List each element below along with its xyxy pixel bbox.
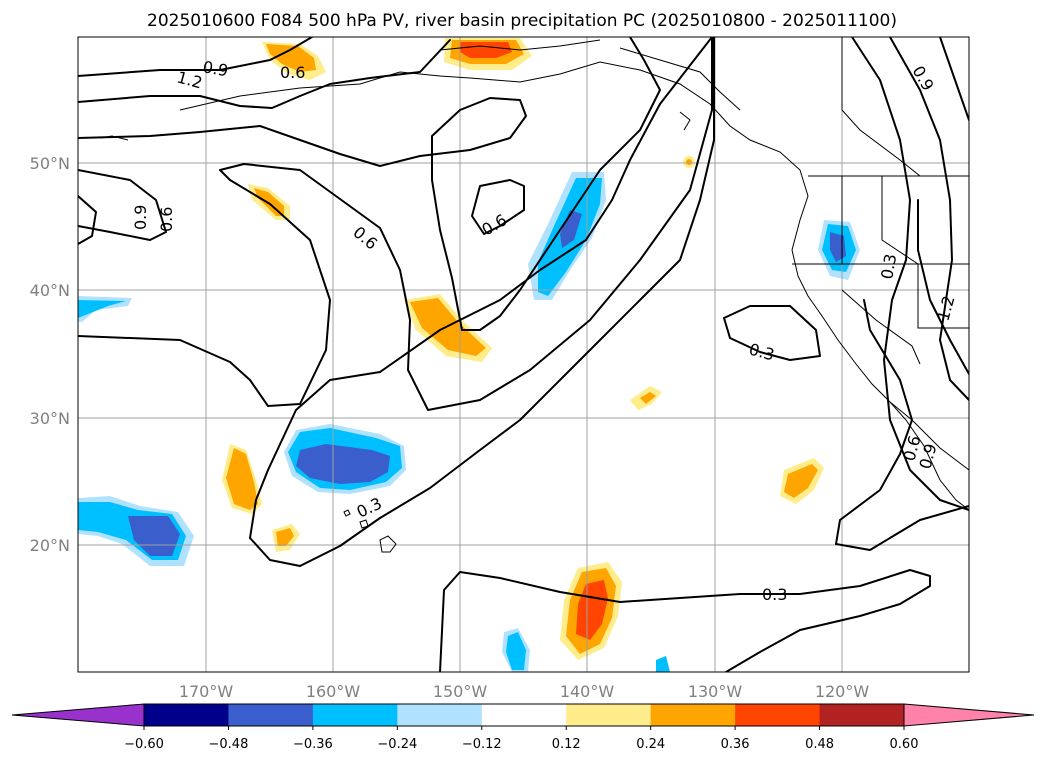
colorbar-segment [228, 704, 314, 726]
positive-anomaly [460, 42, 512, 58]
positive-anomaly [226, 448, 258, 510]
coastlines [99, 37, 969, 553]
negative-anomaly [506, 632, 526, 670]
map-frame [77, 36, 970, 673]
colorbar-segment [650, 704, 736, 726]
lon-tick-label: 160°W [306, 682, 361, 701]
negative-anomaly [78, 300, 126, 318]
colorbar-tick-label: −0.24 [377, 737, 417, 752]
positive-anomaly [784, 464, 818, 498]
contour-label: 0.3 [877, 252, 900, 280]
colorbar-segment [397, 704, 483, 726]
contour-label: 0.9 [131, 205, 150, 230]
negative-anomaly [560, 210, 582, 248]
colorbar: −0.60 −0.48 −0.36 −0.24 −0.12 0.12 0.24 0.36 0.4… [11, 703, 1035, 752]
colorbar-tick-label: −0.12 [462, 737, 502, 752]
lon-tick-label: 140°W [560, 682, 615, 701]
colorbar-extend-low [12, 704, 144, 726]
lon-tick-label: 130°W [688, 682, 743, 701]
colorbar-tick-label: 0.60 [890, 737, 919, 752]
negative-anomaly [296, 444, 390, 484]
lat-axis-labels: 20°N 30°N 40°N 50°N [30, 154, 70, 555]
colorbar-segment [312, 704, 398, 726]
lat-tick-label: 50°N [30, 154, 70, 173]
colorbar-segments [12, 704, 1034, 726]
map-panel: 0.9 0.6 1.2 0.9 0.6 0.9 0.6 0.6 0.3 0.3 … [77, 36, 970, 673]
contour-label: 0.6 [280, 63, 305, 82]
lon-axis-labels: 170°W 160°W 150°W 140°W 130°W 120°W [179, 682, 870, 701]
colorbar-tick-label: 0.48 [805, 737, 834, 752]
colorbar-segment [144, 704, 229, 726]
colorbar-tick-label: 0.24 [636, 737, 665, 752]
chart-title: 2025010600 F084 500 hPa PV, river basin … [147, 11, 897, 31]
gridlines [78, 37, 969, 672]
lat-tick-label: 40°N [30, 281, 70, 300]
colorbar-segment [735, 704, 821, 726]
positive-anomaly [276, 528, 294, 546]
lat-tick-label: 20°N [30, 536, 70, 555]
lon-tick-label: 150°W [433, 682, 488, 701]
colorbar-tick-label: 0.12 [552, 737, 581, 752]
lon-tick-label: 170°W [179, 682, 234, 701]
colorbar-tick-label: −0.48 [209, 737, 249, 752]
positive-anomaly [640, 392, 656, 404]
negative-anomaly [128, 516, 180, 556]
colorbar-segment [566, 704, 652, 726]
lon-tick-label: 120°W [815, 682, 870, 701]
colorbar-tick-label: −0.60 [124, 737, 164, 752]
colorbar-tick-label: 0.36 [721, 737, 750, 752]
positive-anomaly [686, 159, 692, 165]
colorbar-ticks: −0.60 −0.48 −0.36 −0.24 −0.12 0.12 0.24 0.36 0.4… [124, 726, 918, 752]
positive-anomaly [266, 44, 316, 72]
colorbar-extend-high [904, 704, 1034, 726]
pv-contours [78, 37, 969, 672]
contour-label: 0.3 [762, 585, 787, 604]
negative-anomaly [656, 656, 670, 672]
contour-label: 0.6 [157, 207, 176, 232]
lat-tick-label: 30°N [30, 409, 70, 428]
colorbar-frame [903, 703, 1035, 727]
colorbar-segment [819, 704, 905, 726]
contour-label: 0.9 [201, 57, 229, 80]
colorbar-segment [481, 704, 567, 726]
colorbar-tick-label: −0.36 [293, 737, 333, 752]
